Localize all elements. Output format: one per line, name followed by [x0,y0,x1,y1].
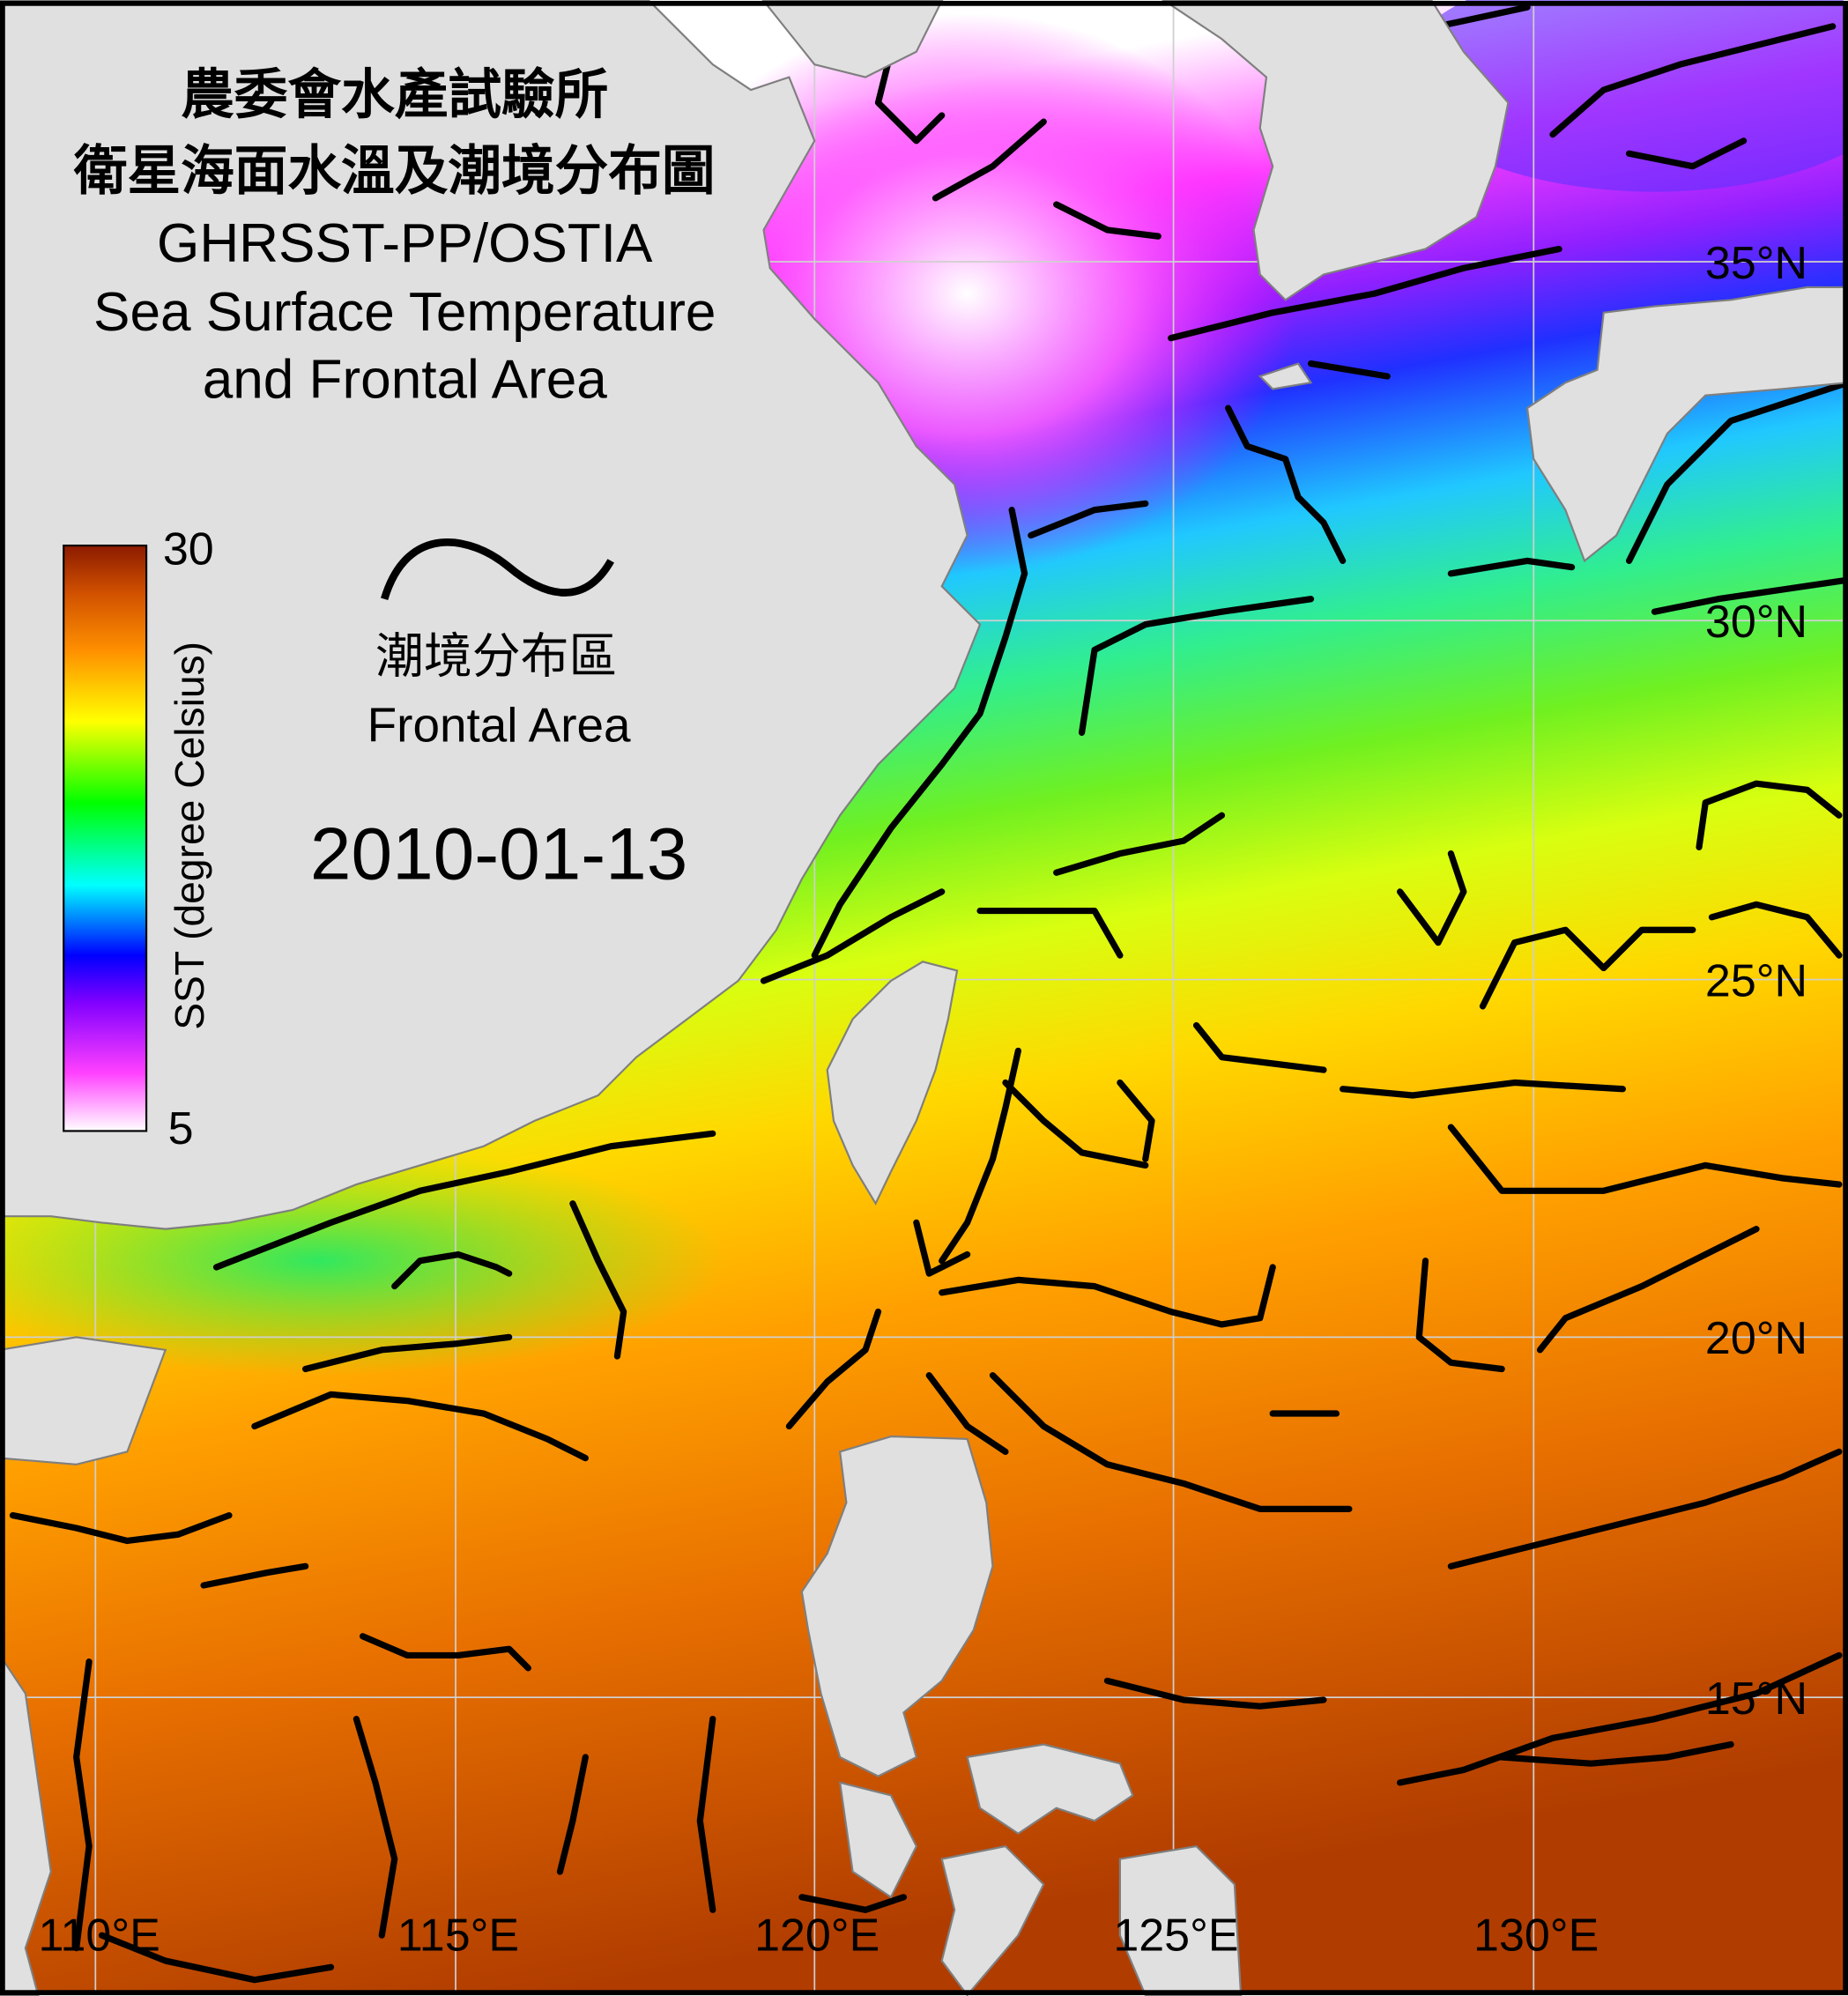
legend-en-label: Frontal Area [367,697,631,752]
lat-label: 20°N [1705,1313,1807,1364]
longitude-labels: 110°E 115°E 120°E 125°E 130°E [38,1910,1599,1961]
frontal-lines [9,4,1848,1984]
land-mindoro [838,1781,918,1899]
land-luzon [800,1435,994,1777]
title-en-line3: and Frontal Area [203,350,608,411]
colorbar-title: SST (degree Celsius) [167,642,212,1030]
land-china [0,0,982,1230]
title-zh-line2: 衛星海面水溫及潮境分布圖 [73,141,716,203]
lon-label: 110°E [38,1910,160,1961]
land-taiwan [826,961,959,1206]
lon-label: 130°E [1473,1910,1599,1961]
title-en-line1: GHRSST-PP/OSTIA [157,213,653,274]
lat-label: 30°N [1705,597,1807,648]
lon-label: 115°E [397,1910,519,1961]
latitude-labels: 35°N 30°N 25°N 20°N 15°N [1705,238,1807,1725]
lat-label: 25°N [1705,955,1807,1006]
land-panay-negros [940,1844,1045,1996]
legend: 潮境分布區 Frontal Area [367,538,631,752]
lon-label: 125°E [1113,1910,1238,1961]
land-korea [1161,0,1510,301]
land-japan [1525,286,1848,563]
land-jeju [1258,362,1313,390]
title-en-line2: Sea Surface Temperature [93,282,716,343]
map-title: 農委會水產試驗所 衛星海面水溫及潮境分布圖 GHRSST-PP/OSTIA Se… [73,64,716,411]
lon-label: 120°E [754,1910,879,1961]
land-visayas [966,1743,1134,1835]
lat-label: 15°N [1705,1673,1807,1725]
colorbar-max-label: 30 [163,524,214,575]
map-date: 2010-01-13 [310,812,687,894]
lat-label: 35°N [1705,238,1807,289]
front-symbol-icon [381,538,614,600]
colorbar-min-label: 5 [168,1103,194,1154]
legend-zh-label: 潮境分布區 [375,629,617,684]
title-zh-line1: 農委會水產試驗所 [181,64,608,126]
colorbar-ramp [63,544,148,1132]
land-hainan [0,1336,167,1465]
colorbar: 30 5 SST (degree Celsius) [63,524,214,1154]
